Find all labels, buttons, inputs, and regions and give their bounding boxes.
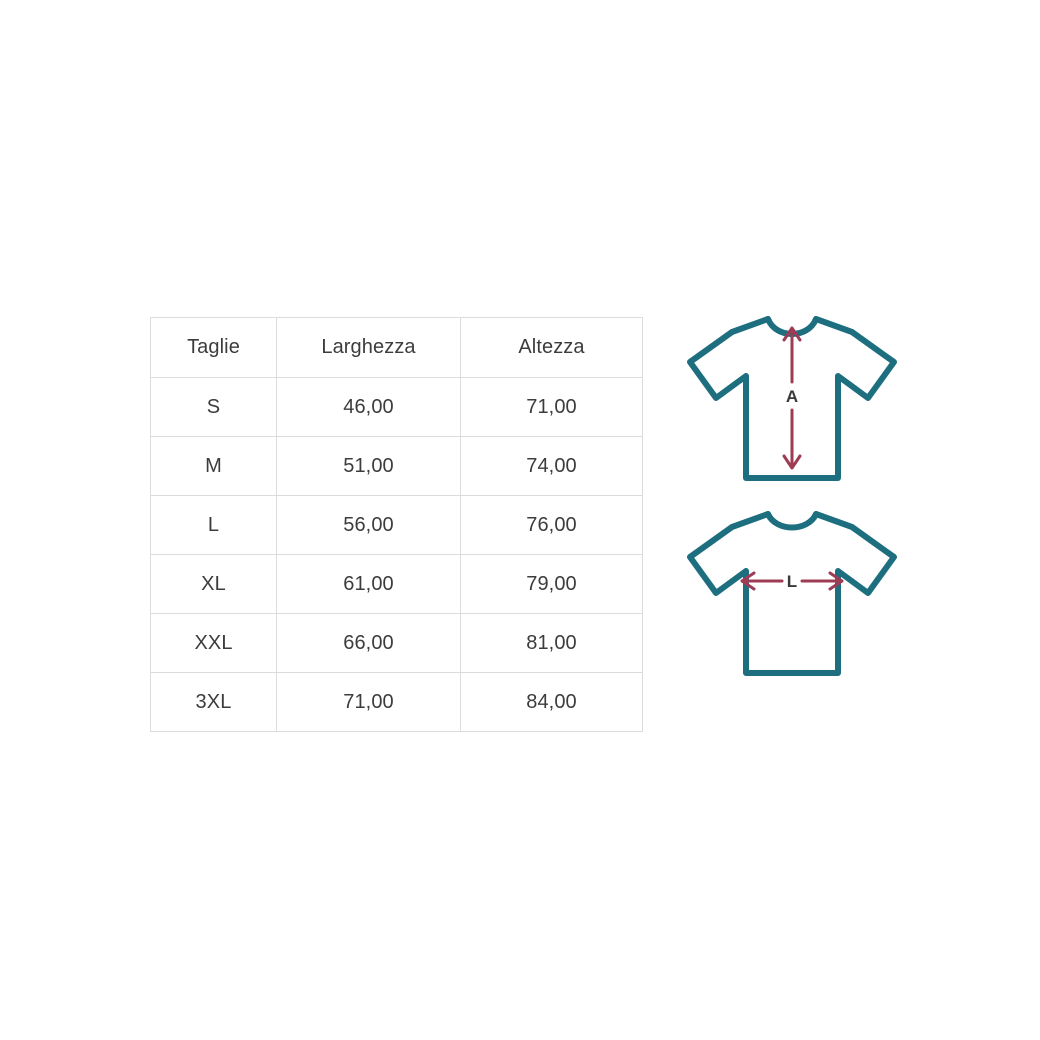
cell-size: 3XL [150,672,277,732]
cell-width: 51,00 [276,436,461,496]
cell-width: 71,00 [276,672,461,732]
table-row: M 51,00 74,00 [150,436,643,496]
width-dimension-label: L [787,572,797,591]
cell-height: 74,00 [460,436,643,496]
cell-size: XXL [150,613,277,673]
table-row: L 56,00 76,00 [150,495,643,555]
width-measurement-figure: L [672,501,912,691]
column-header-size: Taglie [150,317,277,378]
cell-height: 76,00 [460,495,643,555]
cell-width: 56,00 [276,495,461,555]
cell-size: S [150,377,277,437]
table-row: XL 61,00 79,00 [150,554,643,614]
height-measurement-figure: A [672,306,912,496]
vertical-double-arrow [782,326,802,470]
tshirt-icon [687,511,897,676]
column-header-height: Altezza [460,317,643,378]
cell-size: L [150,495,277,555]
cell-height: 81,00 [460,613,643,673]
table-row: S 46,00 71,00 [150,377,643,437]
size-chart-table: Taglie Larghezza Altezza S 46,00 71,00 M… [150,317,643,732]
measurement-diagrams: A L [672,306,912,691]
height-dimension-label: A [786,387,798,406]
cell-width: 61,00 [276,554,461,614]
table-row: 3XL 71,00 84,00 [150,672,643,732]
cell-width: 46,00 [276,377,461,437]
cell-height: 71,00 [460,377,643,437]
cell-height: 84,00 [460,672,643,732]
cell-size: XL [150,554,277,614]
cell-height: 79,00 [460,554,643,614]
horizontal-double-arrow [740,571,844,591]
column-header-width: Larghezza [276,317,461,378]
table-header-row: Taglie Larghezza Altezza [150,317,643,378]
cell-size: M [150,436,277,496]
cell-width: 66,00 [276,613,461,673]
table-row: XXL 66,00 81,00 [150,613,643,673]
